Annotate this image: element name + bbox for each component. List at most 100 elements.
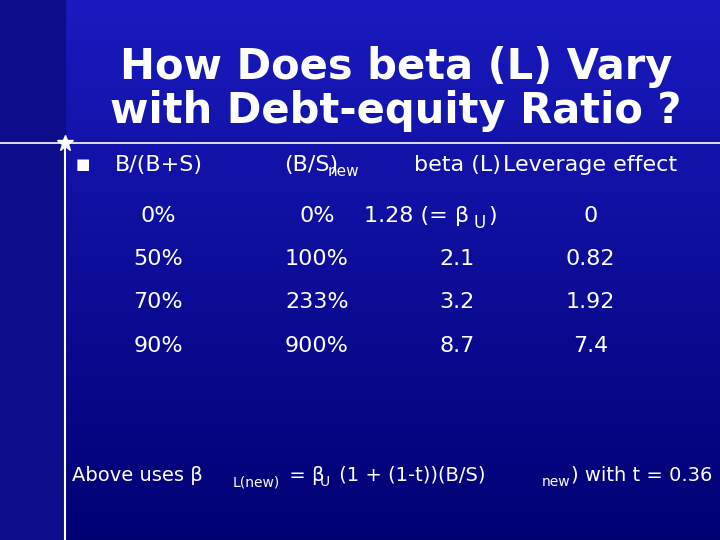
Text: (1 + (1-t))(B/S): (1 + (1-t))(B/S) — [333, 465, 485, 485]
Text: 100%: 100% — [285, 249, 348, 269]
Text: ) with t = 0.36: ) with t = 0.36 — [571, 465, 712, 485]
Bar — [0, 166, 720, 167]
Text: B/(B+S): B/(B+S) — [114, 154, 202, 175]
Bar — [0, 374, 720, 376]
Text: 233%: 233% — [285, 292, 348, 313]
Bar — [0, 452, 720, 454]
Bar — [0, 488, 720, 490]
Bar — [0, 112, 720, 113]
Bar — [0, 304, 720, 306]
Bar — [0, 389, 720, 390]
Bar — [0, 441, 720, 443]
Text: 0%: 0% — [299, 206, 335, 226]
Bar — [0, 455, 720, 457]
Bar — [0, 416, 720, 417]
Bar — [0, 258, 720, 259]
Text: U: U — [320, 475, 330, 489]
Bar — [0, 515, 720, 517]
Bar — [0, 471, 720, 474]
Text: Above uses β: Above uses β — [72, 465, 203, 485]
Bar — [0, 346, 720, 347]
Bar — [0, 371, 720, 373]
Bar — [0, 538, 720, 540]
Bar — [0, 339, 720, 340]
Bar — [0, 191, 720, 193]
Bar — [0, 232, 720, 234]
Bar — [0, 324, 720, 326]
Bar — [0, 282, 720, 285]
Bar — [0, 486, 720, 488]
Bar — [0, 312, 720, 313]
Bar — [0, 464, 720, 466]
Bar — [0, 387, 720, 389]
Bar — [0, 292, 720, 293]
Bar — [0, 351, 720, 353]
Bar — [0, 380, 720, 382]
Bar — [0, 508, 720, 509]
Bar — [0, 167, 720, 169]
Text: 900%: 900% — [285, 335, 348, 356]
Bar — [0, 139, 720, 140]
Bar — [0, 221, 720, 223]
Bar — [0, 295, 720, 297]
Bar — [0, 92, 720, 93]
Text: 8.7: 8.7 — [440, 335, 474, 356]
Bar — [0, 470, 720, 471]
Bar — [0, 54, 720, 56]
Bar — [0, 477, 720, 479]
Bar — [0, 425, 720, 427]
Bar — [0, 227, 720, 228]
Bar — [0, 5, 720, 7]
Bar — [0, 56, 720, 58]
Bar — [0, 38, 720, 39]
Bar — [0, 0, 720, 2]
Text: 0: 0 — [583, 206, 598, 226]
Bar — [0, 468, 720, 470]
Bar — [0, 63, 720, 65]
Bar — [0, 481, 720, 482]
Bar — [0, 123, 720, 124]
Bar — [0, 193, 720, 194]
Bar — [0, 81, 720, 83]
Text: L(new): L(new) — [233, 475, 280, 489]
Bar — [0, 238, 720, 239]
Bar — [0, 50, 720, 52]
Bar — [0, 437, 720, 439]
Bar — [0, 4, 720, 5]
Bar — [0, 378, 720, 380]
Bar — [0, 383, 720, 385]
Bar — [0, 398, 720, 400]
Bar — [0, 497, 720, 498]
Bar — [0, 306, 720, 308]
Bar — [0, 239, 720, 241]
Bar — [0, 42, 720, 43]
Bar — [0, 27, 720, 29]
Bar — [0, 59, 720, 61]
Bar — [0, 218, 720, 220]
Bar — [0, 169, 720, 171]
Bar — [0, 498, 720, 501]
Bar — [0, 153, 720, 155]
Bar — [0, 231, 720, 232]
Bar — [0, 331, 720, 333]
Bar — [0, 524, 720, 525]
Bar — [0, 86, 720, 88]
Bar — [0, 207, 720, 209]
Bar — [0, 119, 720, 120]
Bar — [0, 198, 720, 200]
Bar — [0, 369, 720, 371]
Bar — [0, 286, 720, 288]
Bar — [0, 333, 720, 335]
Bar — [0, 342, 720, 344]
Bar — [0, 70, 720, 72]
Text: 7.4: 7.4 — [573, 335, 608, 356]
Bar — [0, 275, 720, 277]
Bar — [0, 356, 720, 358]
Bar — [0, 79, 720, 81]
Bar — [0, 36, 720, 38]
Bar — [0, 463, 720, 464]
Bar — [0, 243, 720, 245]
Bar — [0, 400, 720, 401]
Bar — [0, 157, 720, 158]
Bar — [0, 110, 720, 112]
